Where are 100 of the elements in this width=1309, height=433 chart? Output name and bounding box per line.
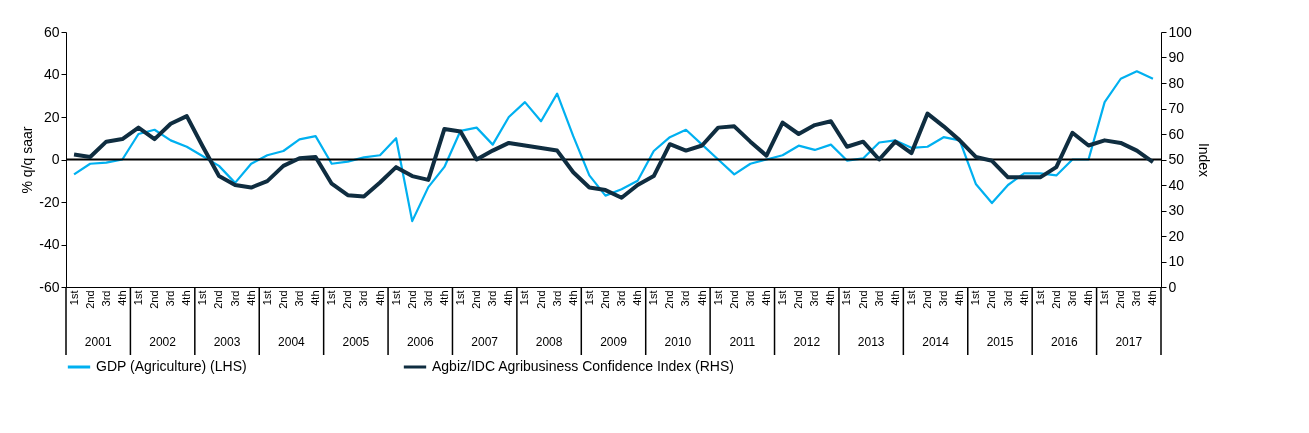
y2-tick-label: 70: [1168, 100, 1185, 116]
x-tick-label: 1st: [647, 290, 660, 306]
x-tick-label: 1st: [840, 290, 853, 306]
y2-tick-label: 50: [1168, 151, 1185, 167]
x-tick-label: 3rd: [1130, 290, 1143, 307]
y-tick-label: 20: [43, 108, 60, 125]
x-tick-label: 3rd: [679, 290, 692, 307]
x-tick-label: 1st: [389, 290, 402, 306]
x-tick-label: 2nd: [148, 290, 161, 309]
y2-tick-label: 100: [1168, 23, 1193, 40]
x-tick-label: 2nd: [405, 290, 418, 309]
x-tick-label: 4th: [953, 290, 966, 306]
x-tick-label: 3rd: [99, 290, 112, 307]
x-tick-label: 4th: [1017, 290, 1030, 306]
x-tick-label: 2nd: [83, 290, 96, 309]
x-tick-label: 3rd: [1001, 290, 1014, 307]
x-tick-label: 4th: [244, 290, 257, 306]
text: 2004: [278, 335, 306, 349]
x-tick-label: 3rd: [292, 290, 305, 307]
y-tick-label: -20: [39, 193, 60, 210]
text: 2005: [342, 335, 370, 349]
x-tick-label: 4th: [115, 290, 128, 306]
line-series: [72, 70, 1155, 223]
x-tick-label: 2nd: [921, 290, 934, 309]
x-tick-label: 1st: [131, 290, 144, 306]
x-tick-label: 2nd: [276, 290, 289, 309]
x-tick-label: 3rd: [486, 290, 499, 307]
x-tick-label: 1st: [518, 290, 531, 306]
y2-tick-label: 30: [1168, 202, 1185, 218]
y2-tick-label: 90: [1168, 49, 1185, 65]
x-tick-label: 2nd: [985, 290, 998, 309]
x-tick-label: 3rd: [808, 290, 821, 307]
x-tick-label: 1st: [454, 290, 467, 306]
x-tick-label: 1st: [969, 290, 982, 306]
x-tick-label: 4th: [437, 290, 450, 306]
x-tick-label: 3rd: [743, 290, 756, 307]
x-tick-label: 4th: [824, 290, 837, 306]
x-tick-label: 1st: [776, 290, 789, 306]
text: 2006: [406, 335, 434, 349]
x-tick-label: 2nd: [1114, 290, 1127, 309]
text: 2012: [793, 335, 821, 349]
text: 2017: [1115, 335, 1143, 349]
x-tick-label: 1st: [196, 290, 209, 306]
text: 2009: [600, 335, 628, 349]
text: 2001: [84, 335, 112, 349]
y2-tick-label: 10: [1168, 253, 1185, 269]
x-tick-label: 4th: [373, 290, 386, 306]
x-tick-label: 3rd: [421, 290, 434, 307]
y-tick-label: -40: [39, 236, 60, 252]
y-tick-label: -60: [39, 278, 60, 295]
x-tick-label: 4th: [695, 290, 708, 306]
x-tick-label: 2nd: [341, 290, 354, 309]
text: 2013: [857, 335, 885, 349]
x-tick-label: 1st: [904, 290, 917, 306]
x-tick-label: 4th: [1082, 290, 1095, 306]
x-tick-label: 2nd: [598, 290, 611, 309]
text: 2007: [471, 335, 499, 349]
x-tick-label: 1st: [67, 290, 80, 306]
y-tick-label: 60: [43, 23, 60, 40]
legend-label: GDP (Agriculture) (LHS): [96, 358, 247, 374]
x-tick-label: 2nd: [470, 290, 483, 309]
x-tick-label: 2nd: [212, 290, 225, 309]
x-tick-label: 4th: [309, 290, 322, 306]
x-tick-label: 4th: [566, 290, 579, 306]
y2-tick-label: 0: [1168, 278, 1177, 295]
x-tick-label: 1st: [1033, 290, 1046, 306]
text: 2016: [1051, 335, 1079, 349]
line-series: [72, 111, 1155, 200]
text: 2003: [213, 335, 241, 349]
x-tick-label: 4th: [631, 290, 644, 306]
x-tick-label: 3rd: [550, 290, 563, 307]
x-tick-label: 1st: [1098, 290, 1111, 306]
x-tick-label: 2nd: [856, 290, 869, 309]
x-tick-label: 3rd: [872, 290, 885, 307]
x-tick-label: 1st: [711, 290, 724, 306]
x-tick-label: 3rd: [937, 290, 950, 307]
x-tick-label: 3rd: [228, 290, 241, 307]
text: 2011: [729, 335, 756, 349]
x-tick-label: 4th: [502, 290, 515, 306]
x-tick-label: 3rd: [1065, 290, 1078, 307]
y-tick-label: 0: [51, 151, 60, 167]
x-tick-label: 4th: [888, 290, 901, 306]
x-tick-label: 1st: [582, 290, 595, 306]
x-tick-label: 2nd: [534, 290, 547, 309]
x-tick-label: 1st: [260, 290, 273, 306]
text: 2002: [149, 335, 177, 349]
x-tick-label: 1st: [325, 290, 338, 306]
text: 2015: [986, 335, 1014, 349]
x-tick-label: 2nd: [792, 290, 805, 309]
x-tick-label: 3rd: [357, 290, 370, 307]
x-tick-label: 4th: [759, 290, 772, 306]
y2-tick-label: 60: [1168, 125, 1185, 142]
y2-tick-label: 20: [1168, 227, 1185, 244]
x-tick-label: 4th: [180, 290, 193, 306]
text: 2008: [535, 335, 563, 349]
y-tick-label: 40: [43, 66, 60, 82]
legend-label: Agbiz/IDC Agribusiness Confidence Index (RHS): [432, 358, 734, 374]
y2-axis-title: Index: [1195, 142, 1212, 178]
x-tick-label: 2nd: [663, 290, 676, 309]
x-tick-label: 2nd: [1049, 290, 1062, 309]
